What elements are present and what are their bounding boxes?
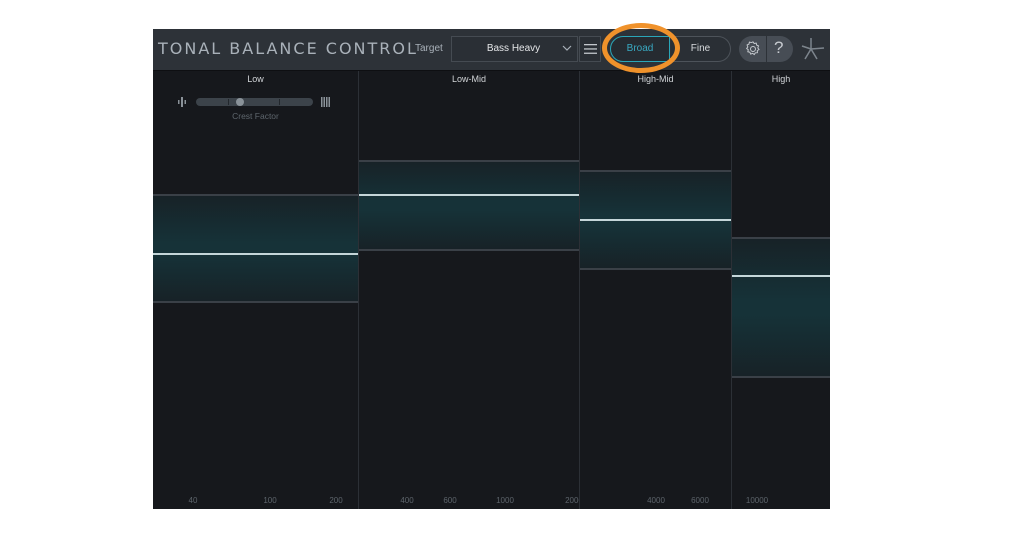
freq-label: 1000 — [496, 496, 514, 505]
help-button[interactable]: ? — [766, 36, 794, 62]
freq-label: 200 — [329, 496, 343, 505]
freq-label: 400 — [400, 496, 414, 505]
crest-factor-thumb[interactable] — [236, 98, 244, 106]
target-dropdown[interactable]: Bass Heavy — [451, 36, 578, 62]
target-range-band — [732, 237, 830, 378]
broad-mode-button[interactable]: Broad — [610, 36, 670, 62]
slider-tick — [228, 99, 229, 105]
freq-label: 40 — [188, 496, 198, 505]
section-label: High-Mid — [637, 74, 674, 84]
band-display: Low Crest Factor 40 100 200 Low-Mid — [153, 71, 830, 509]
hamburger-menu-icon — [584, 44, 597, 54]
tonal-balance-plugin: TONAL BALANCE CONTROL Target Bass Heavy … — [153, 23, 830, 509]
freq-label: 600 — [443, 496, 457, 505]
section-label: Low — [247, 74, 264, 84]
section-low-mid: Low-Mid 400 600 1000 2000 — [359, 71, 580, 509]
section-high: High 10000 — [732, 71, 830, 509]
crest-factor-slider[interactable] — [196, 98, 313, 106]
average-level-line — [580, 219, 731, 221]
target-range-band — [359, 160, 579, 251]
freq-label: 100 — [263, 496, 277, 505]
section-label: High — [771, 74, 791, 84]
target-menu-button[interactable] — [579, 36, 601, 62]
chevron-down-icon — [562, 45, 572, 51]
freq-label: 6000 — [691, 496, 709, 505]
settings-button[interactable] — [739, 36, 766, 62]
average-level-line — [732, 275, 830, 277]
section-label: Low-Mid — [451, 74, 486, 84]
fine-mode-button[interactable]: Fine — [671, 36, 731, 62]
average-level-line — [359, 194, 579, 196]
target-value: Bass Heavy — [486, 43, 541, 54]
section-low: Low Crest Factor 40 100 200 — [153, 71, 359, 509]
plugin-title: TONAL BALANCE CONTROL — [158, 39, 418, 58]
crest-factor-label: Crest Factor — [232, 111, 279, 121]
section-high-mid: High-Mid 4000 6000 — [580, 71, 732, 509]
target-label: Target — [415, 43, 443, 54]
target-range-band — [153, 194, 358, 303]
crest-high-icon — [321, 97, 330, 107]
freq-label: 10000 — [745, 496, 769, 505]
freq-label: 4000 — [647, 496, 665, 505]
header-bar: TONAL BALANCE CONTROL Target Bass Heavy … — [153, 23, 830, 73]
average-level-line — [153, 253, 358, 255]
utility-button-group: ? — [739, 36, 793, 62]
question-mark-icon: ? — [774, 38, 784, 57]
crest-low-icon — [178, 97, 186, 107]
slider-tick — [279, 99, 280, 105]
crest-factor-control: Crest Factor — [153, 95, 358, 125]
izotope-logo-icon — [801, 38, 825, 60]
view-mode-toggle: Broad Fine — [610, 36, 731, 62]
freq-label: 2000 — [565, 496, 579, 505]
gear-icon — [745, 41, 760, 56]
